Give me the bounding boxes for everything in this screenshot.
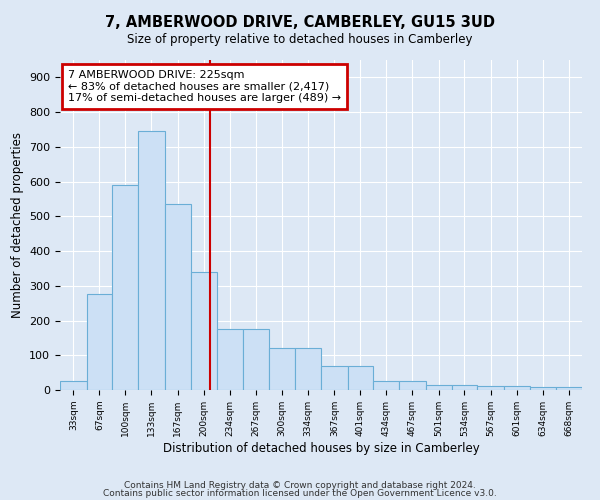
Bar: [556, 386, 582, 390]
Bar: [530, 386, 556, 390]
Text: 7 AMBERWOOD DRIVE: 225sqm
← 83% of detached houses are smaller (2,417)
17% of se: 7 AMBERWOOD DRIVE: 225sqm ← 83% of detac…: [68, 70, 341, 103]
Bar: [138, 131, 165, 390]
Bar: [504, 386, 530, 390]
Text: Contains public sector information licensed under the Open Government Licence v3: Contains public sector information licen…: [103, 489, 497, 498]
Bar: [165, 204, 191, 390]
Bar: [295, 348, 321, 390]
Bar: [477, 386, 504, 390]
Bar: [399, 382, 426, 390]
Bar: [191, 272, 217, 390]
Bar: [112, 185, 138, 390]
Bar: [86, 294, 112, 390]
Bar: [426, 385, 452, 390]
Y-axis label: Number of detached properties: Number of detached properties: [11, 132, 23, 318]
X-axis label: Distribution of detached houses by size in Camberley: Distribution of detached houses by size …: [163, 442, 479, 454]
Bar: [347, 366, 373, 390]
Text: Size of property relative to detached houses in Camberley: Size of property relative to detached ho…: [127, 32, 473, 46]
Bar: [60, 380, 86, 390]
Bar: [243, 329, 269, 390]
Text: 7, AMBERWOOD DRIVE, CAMBERLEY, GU15 3UD: 7, AMBERWOOD DRIVE, CAMBERLEY, GU15 3UD: [105, 15, 495, 30]
Bar: [452, 385, 477, 390]
Bar: [269, 348, 295, 390]
Bar: [217, 329, 243, 390]
Bar: [373, 382, 399, 390]
Bar: [321, 366, 347, 390]
Text: Contains HM Land Registry data © Crown copyright and database right 2024.: Contains HM Land Registry data © Crown c…: [124, 480, 476, 490]
